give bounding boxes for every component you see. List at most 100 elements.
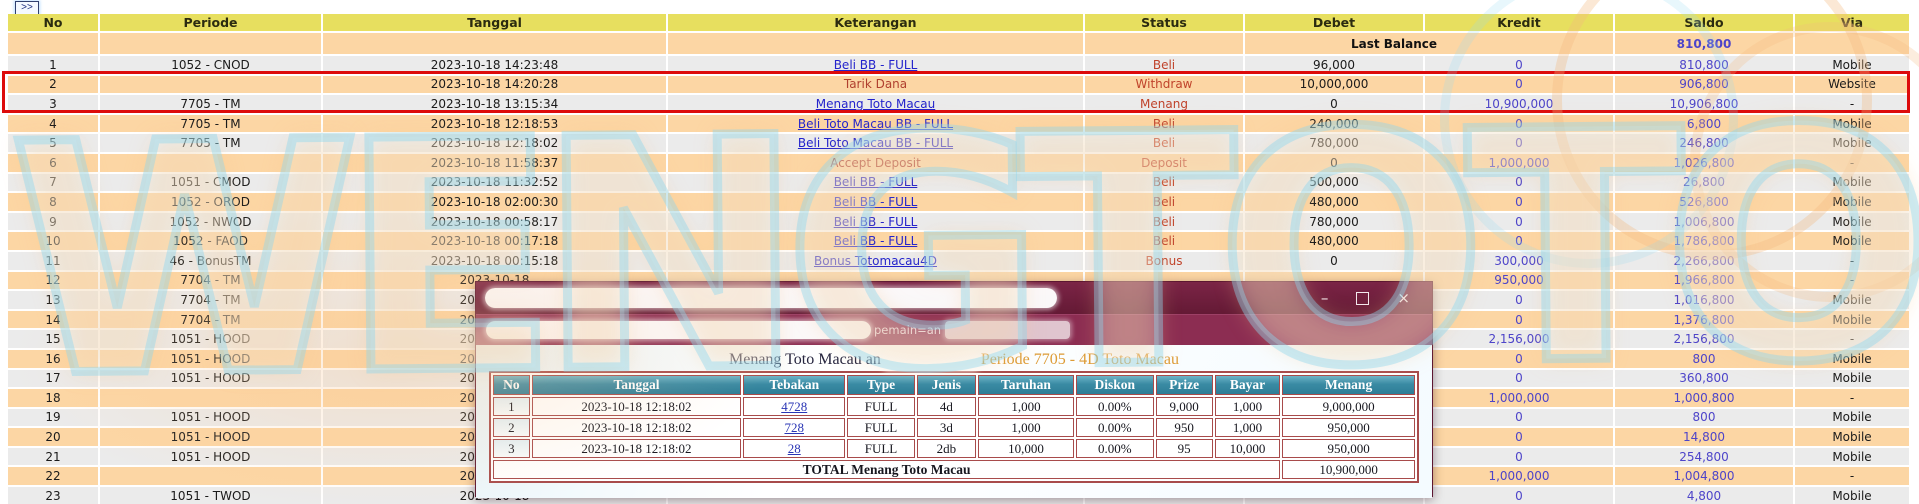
cell-saldo: 1,026,800 [1615, 153, 1795, 174]
keterangan-link[interactable]: Beli BB - FULL [833, 234, 918, 249]
cell-saldo: 1,000,800 [1615, 389, 1795, 409]
popup-content: Menang Toto Macau an Periode 7705 - 4D To… [476, 345, 1432, 498]
redacted-url-2 [945, 321, 1071, 339]
bet-row: 3 2023-10-18 12:18:02 28 FULL 2db 10,000 0.00%… [493, 439, 1415, 458]
cell-keterangan: Beli Toto Macau BB - FULL [668, 114, 1085, 135]
cell-saldo: 1,376,800 [1615, 310, 1795, 331]
cell-via: Mobile [1795, 291, 1911, 311]
table-row: 8 1052 - OROD 2023-10-18 02:00:30 Beli BB -… [8, 193, 1911, 213]
cell-no: 20 [8, 428, 100, 448]
cell-saldo: 1,006,800 [1615, 212, 1795, 233]
popup-urlbar[interactable]: pemain=an [476, 314, 1432, 345]
cell-no: 23 [8, 487, 100, 504]
bet-cell-jenis: 2db [916, 439, 976, 458]
table-row: 6 2023-10-18 11:58:37 Accept Deposit Deposi… [8, 153, 1911, 174]
cell-tanggal: 2023-10-18 13:15:34 [323, 95, 668, 115]
cell-via: - [1795, 153, 1911, 174]
cell-debet: 0 [1245, 95, 1425, 115]
cell-periode: 1051 - HOOD [100, 447, 323, 468]
bet-detail-table: No Tanggal Tebakan Type Jenis Taruhan Diskon Pr… [489, 371, 1419, 483]
cell-status: Beli [1085, 56, 1245, 76]
table-row: 2 2023-10-18 14:20:28 Tarik Dana Withdraw 10… [8, 75, 1911, 96]
cell-no: 14 [8, 310, 100, 331]
cell-via: Mobile [1795, 212, 1911, 233]
cell-tanggal: 2023-10-18 12:18:02 [323, 134, 668, 154]
cell-keterangan: Beli BB - FULL [668, 212, 1085, 233]
cell-saldo: 14,800 [1615, 428, 1795, 448]
bet-cell-prize: 95 [1155, 439, 1213, 458]
bet-cell-type: FULL [847, 418, 915, 437]
cell-tanggal: 2023-10-18 00:15:18 [323, 251, 668, 272]
cell-kredit: 0 [1425, 56, 1615, 76]
cell-keterangan: Beli BB - FULL [668, 193, 1085, 213]
cell-via: - [1795, 467, 1911, 488]
cell-kredit: 0 [1425, 487, 1615, 504]
table-row: 5 7705 - TM 2023-10-18 12:18:02 Beli Toto M… [8, 134, 1911, 154]
column-header-keterangan: Keterangan [668, 14, 1085, 33]
cell-no: 15 [8, 330, 100, 350]
cell-periode: 7705 - TM [100, 134, 323, 154]
tebakan-link[interactable]: 28 [787, 440, 801, 456]
cell-periode [100, 75, 323, 96]
cell-no: 9 [8, 212, 100, 233]
bet-cell-type: FULL [847, 439, 915, 458]
bet-row: 2 2023-10-18 12:18:02 728 FULL 3d 1,000 0.00% 9… [493, 418, 1415, 437]
maximize-button[interactable] [1356, 291, 1370, 305]
cell-kredit: 0 [1425, 349, 1615, 370]
bet-row: 1 2023-10-18 12:18:02 4728 FULL 4d 1,000 0.00%… [493, 397, 1415, 416]
redacted-title [485, 288, 1057, 308]
cell-saldo: 26,800 [1615, 173, 1795, 194]
keterangan-link[interactable]: Beli Toto Macau BB - FULL [797, 136, 954, 151]
bet-column-header-prize: Prize [1155, 375, 1213, 395]
last-balance-saldo: 810,800 [1615, 33, 1795, 56]
cell-saldo: 10,906,800 [1615, 95, 1795, 115]
keterangan-link[interactable]: Beli BB - FULL [833, 214, 918, 229]
cell-saldo: 246,800 [1615, 134, 1795, 154]
cell-kredit: 0 [1425, 212, 1615, 233]
cell-keterangan: Beli BB - FULL [668, 173, 1085, 194]
heading-periode: Periode 7705 - 4D Toto Macau [980, 351, 1179, 368]
cell-debet: 96,000 [1245, 56, 1425, 76]
cell-periode: 1051 - TWOD [100, 487, 323, 504]
cell-status: Beli [1085, 134, 1245, 154]
tebakan-link[interactable]: 4728 [781, 398, 808, 414]
popup-window: – × pemain=an Menang Toto Macau an Period… [475, 281, 1433, 498]
cell-via: - [1795, 389, 1911, 409]
keterangan-link[interactable]: Bonus Totomacau4D [813, 253, 937, 268]
cell-periode: 1051 - HOOD [100, 408, 323, 429]
close-button[interactable]: × [1397, 288, 1410, 307]
bet-cell-bayar: 1,000 [1214, 397, 1281, 416]
cell-tanggal: 2023-10-18 11:32:52 [323, 173, 668, 194]
keterangan-link[interactable]: Beli Toto Macau BB - FULL [797, 116, 954, 131]
next-page-button[interactable]: >> [15, 1, 39, 15]
keterangan-link[interactable]: Beli BB - FULL [833, 57, 918, 72]
table-row: 3 7705 - TM 2023-10-18 13:15:34 Menang Toto… [8, 95, 1911, 115]
bet-cell-tanggal: 2023-10-18 12:18:02 [531, 418, 742, 437]
cell-tanggal: 2023-10-18 14:20:28 [323, 75, 668, 96]
keterangan-link[interactable]: Menang Toto Macau [815, 96, 936, 111]
last-balance-label: Last Balance [1245, 33, 1615, 56]
cell-via: - [1795, 330, 1911, 350]
tebakan-link[interactable]: 728 [784, 419, 804, 435]
keterangan-link[interactable]: Beli BB - FULL [833, 175, 918, 190]
redacted-url [486, 321, 871, 339]
cell-status: Withdraw [1085, 75, 1245, 96]
bet-cell-tebakan: 4728 [743, 397, 846, 416]
bet-cell-menang: 9,000,000 [1282, 397, 1415, 416]
cell-kredit: 0 [1425, 232, 1615, 252]
column-header-debet: Debet [1245, 14, 1425, 33]
keterangan-link[interactable]: Beli BB - FULL [833, 194, 918, 209]
cell-periode: 1052 - NWOD [100, 212, 323, 233]
heading-prefix: Menang Toto Macau an [729, 351, 881, 368]
cell-debet: 780,000 [1245, 212, 1425, 233]
cell-via: Mobile [1795, 447, 1911, 468]
bet-total-label: TOTAL Menang Toto Macau [493, 460, 1281, 479]
cell-periode: 1051 - CMOD [100, 173, 323, 194]
cell-debet: 0 [1245, 153, 1425, 174]
popup-titlebar[interactable]: – × [476, 282, 1432, 314]
cell-saldo: 6,800 [1615, 114, 1795, 135]
minimize-button[interactable]: – [1320, 288, 1329, 307]
table-row: 11 46 - BonusTM 2023-10-18 00:15:18 Bonus T… [8, 251, 1911, 272]
cell-debet: 480,000 [1245, 232, 1425, 252]
bet-column-header-jenis: Jenis [916, 375, 976, 395]
